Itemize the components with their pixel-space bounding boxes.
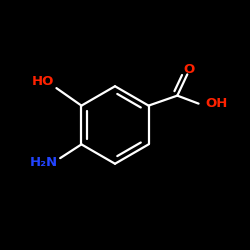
Text: O: O bbox=[183, 63, 194, 76]
Text: HO: HO bbox=[32, 76, 54, 88]
Text: OH: OH bbox=[206, 96, 228, 110]
Text: H₂N: H₂N bbox=[30, 156, 58, 169]
